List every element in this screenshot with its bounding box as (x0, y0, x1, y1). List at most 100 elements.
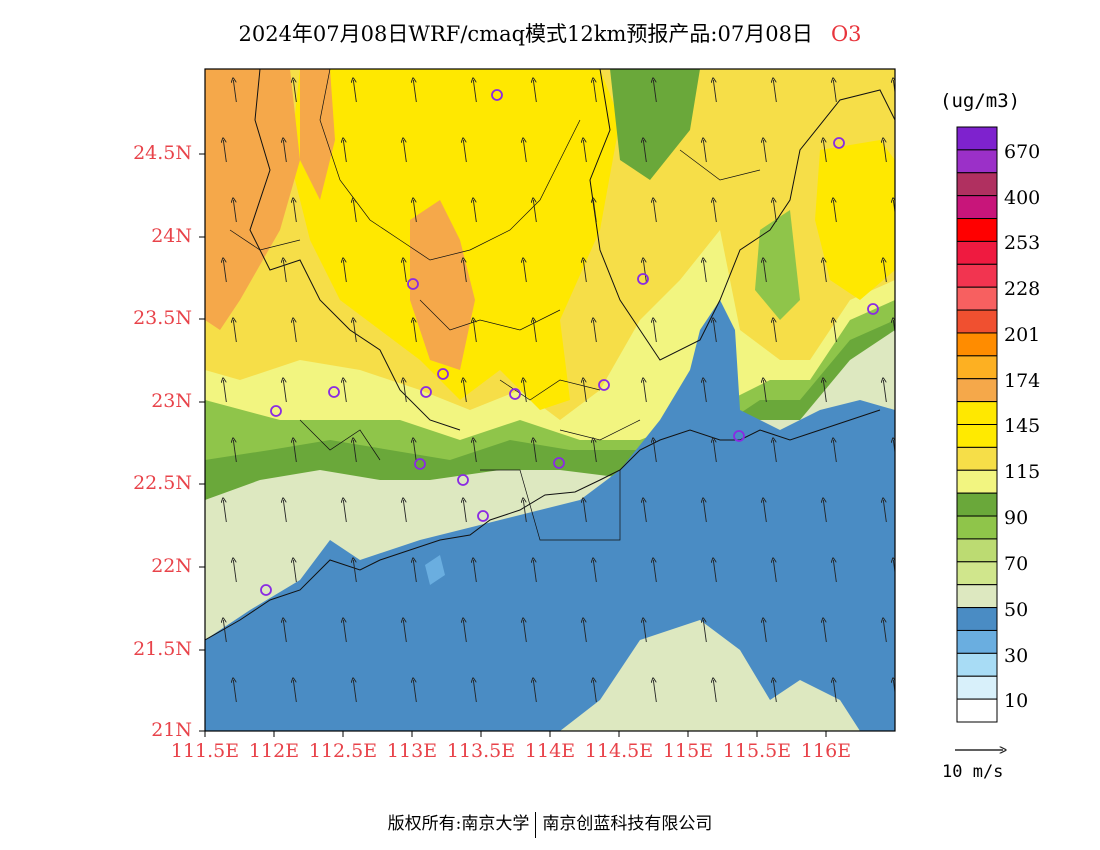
wind-arrow (233, 80, 237, 103)
wind-arrow (653, 560, 657, 583)
station-marker (509, 388, 521, 400)
wind-arrow (773, 440, 777, 463)
wind-arrow (233, 440, 237, 463)
wind-arrow (413, 200, 417, 223)
wind-arrow (643, 140, 647, 163)
wind-arrow (353, 80, 357, 103)
band-orange-center (410, 200, 475, 370)
copyright-right: 南京创蓝科技有限公司 (542, 814, 713, 834)
wind-arrow (773, 320, 777, 343)
wind-arrow (223, 500, 227, 523)
wind-arrow (763, 500, 767, 523)
station-marker (477, 510, 489, 522)
wind-arrow (583, 500, 587, 523)
copyright-left: 版权所有:南京大学 (387, 814, 530, 834)
wind-arrow (653, 680, 657, 703)
reference-vector-label: 10 m/s (942, 762, 1004, 782)
copyright-footer: 版权所有:南京大学 南京创蓝科技有限公司 (0, 809, 1100, 838)
ytick-label: 23N (151, 390, 192, 412)
xtick-label: 112.5E (308, 740, 378, 762)
ytick-label: 22N (151, 555, 192, 577)
wind-arrow (643, 620, 647, 643)
xtick-label: 115.5E (722, 740, 792, 762)
band-green-ridge (610, 69, 700, 180)
wind-arrow (583, 140, 587, 163)
wind-arrow (473, 560, 477, 583)
legend-label: 115 (1004, 461, 1041, 483)
wind-arrow (233, 560, 237, 583)
wind-arrow (413, 680, 417, 703)
colorbar-swatch (956, 355, 998, 380)
colorbar-swatch (956, 492, 998, 517)
wind-arrow (473, 80, 477, 103)
colorbar-swatch (956, 584, 998, 609)
ytick-label: 21N (151, 719, 192, 741)
legend-label: 174 (1004, 370, 1041, 392)
species-label: O3 (830, 22, 862, 46)
wind-arrow (473, 320, 477, 343)
wind-arrow (223, 260, 227, 283)
wind-arrow (523, 380, 527, 403)
wind-arrow (533, 560, 537, 583)
wind-arrow (833, 560, 837, 583)
station-marker (407, 278, 419, 290)
colorbar-swatch (956, 675, 998, 700)
colorbar-swatch (956, 561, 998, 586)
colorbar-swatch (956, 401, 998, 426)
footer-divider (535, 811, 537, 838)
wind-arrow (583, 620, 587, 643)
wind-arrow (593, 680, 597, 703)
colorbar-swatch (956, 469, 998, 494)
wind-arrow (773, 560, 777, 583)
legend-label: 145 (1004, 415, 1041, 437)
wind-arrow (473, 200, 477, 223)
legend-label: 90 (1004, 507, 1029, 529)
station-markers (260, 89, 879, 596)
wind-arrow (463, 620, 467, 643)
colorbar-swatch (956, 629, 998, 654)
wind-arrow (823, 500, 827, 523)
wind-arrow (593, 80, 597, 103)
wind-arrow (353, 200, 357, 223)
wind-arrow (463, 500, 467, 523)
wind-arrow (883, 260, 887, 283)
wind-arrow (763, 140, 767, 163)
station-marker (598, 379, 610, 391)
ytick-label: 24.5N (133, 142, 192, 164)
wind-arrow (823, 140, 827, 163)
wind-arrow (583, 380, 587, 403)
band-orange (205, 69, 300, 330)
wind-arrow (523, 260, 527, 283)
wind-arrow (773, 80, 777, 103)
sea-light-patch (425, 555, 445, 585)
wind-arrow (413, 560, 417, 583)
wind-arrow (643, 500, 647, 523)
wind-arrow (593, 200, 597, 223)
band-green-ridge2 (755, 210, 800, 320)
station-marker (260, 584, 272, 596)
xtick-label: 111.5E (170, 740, 240, 762)
colorbar-swatch (956, 607, 998, 631)
wind-arrow (593, 440, 597, 463)
wind-arrow (283, 380, 287, 403)
legend-label: 670 (1004, 141, 1041, 163)
station-marker (867, 303, 879, 315)
wind-arrow (833, 680, 837, 703)
station-marker (833, 137, 845, 149)
xtick-label: 112E (248, 740, 300, 762)
station-marker (457, 474, 469, 486)
wind-arrow (583, 260, 587, 283)
legend-label: 253 (1004, 232, 1041, 254)
station-marker (491, 89, 503, 101)
band-orange-north (300, 69, 335, 200)
wind-arrow (883, 380, 887, 403)
wind-arrow (223, 140, 227, 163)
colorbar-swatch (956, 172, 998, 197)
wind-arrow (523, 620, 527, 643)
wind-arrow (533, 200, 537, 223)
wind-arrow (223, 620, 227, 643)
chart-title: 2024年07月08日WRF/cmaq模式12km预报产品:07月08日 O3 (0, 18, 1100, 48)
colorbar-swatch (956, 286, 998, 311)
wind-arrows (223, 80, 895, 703)
